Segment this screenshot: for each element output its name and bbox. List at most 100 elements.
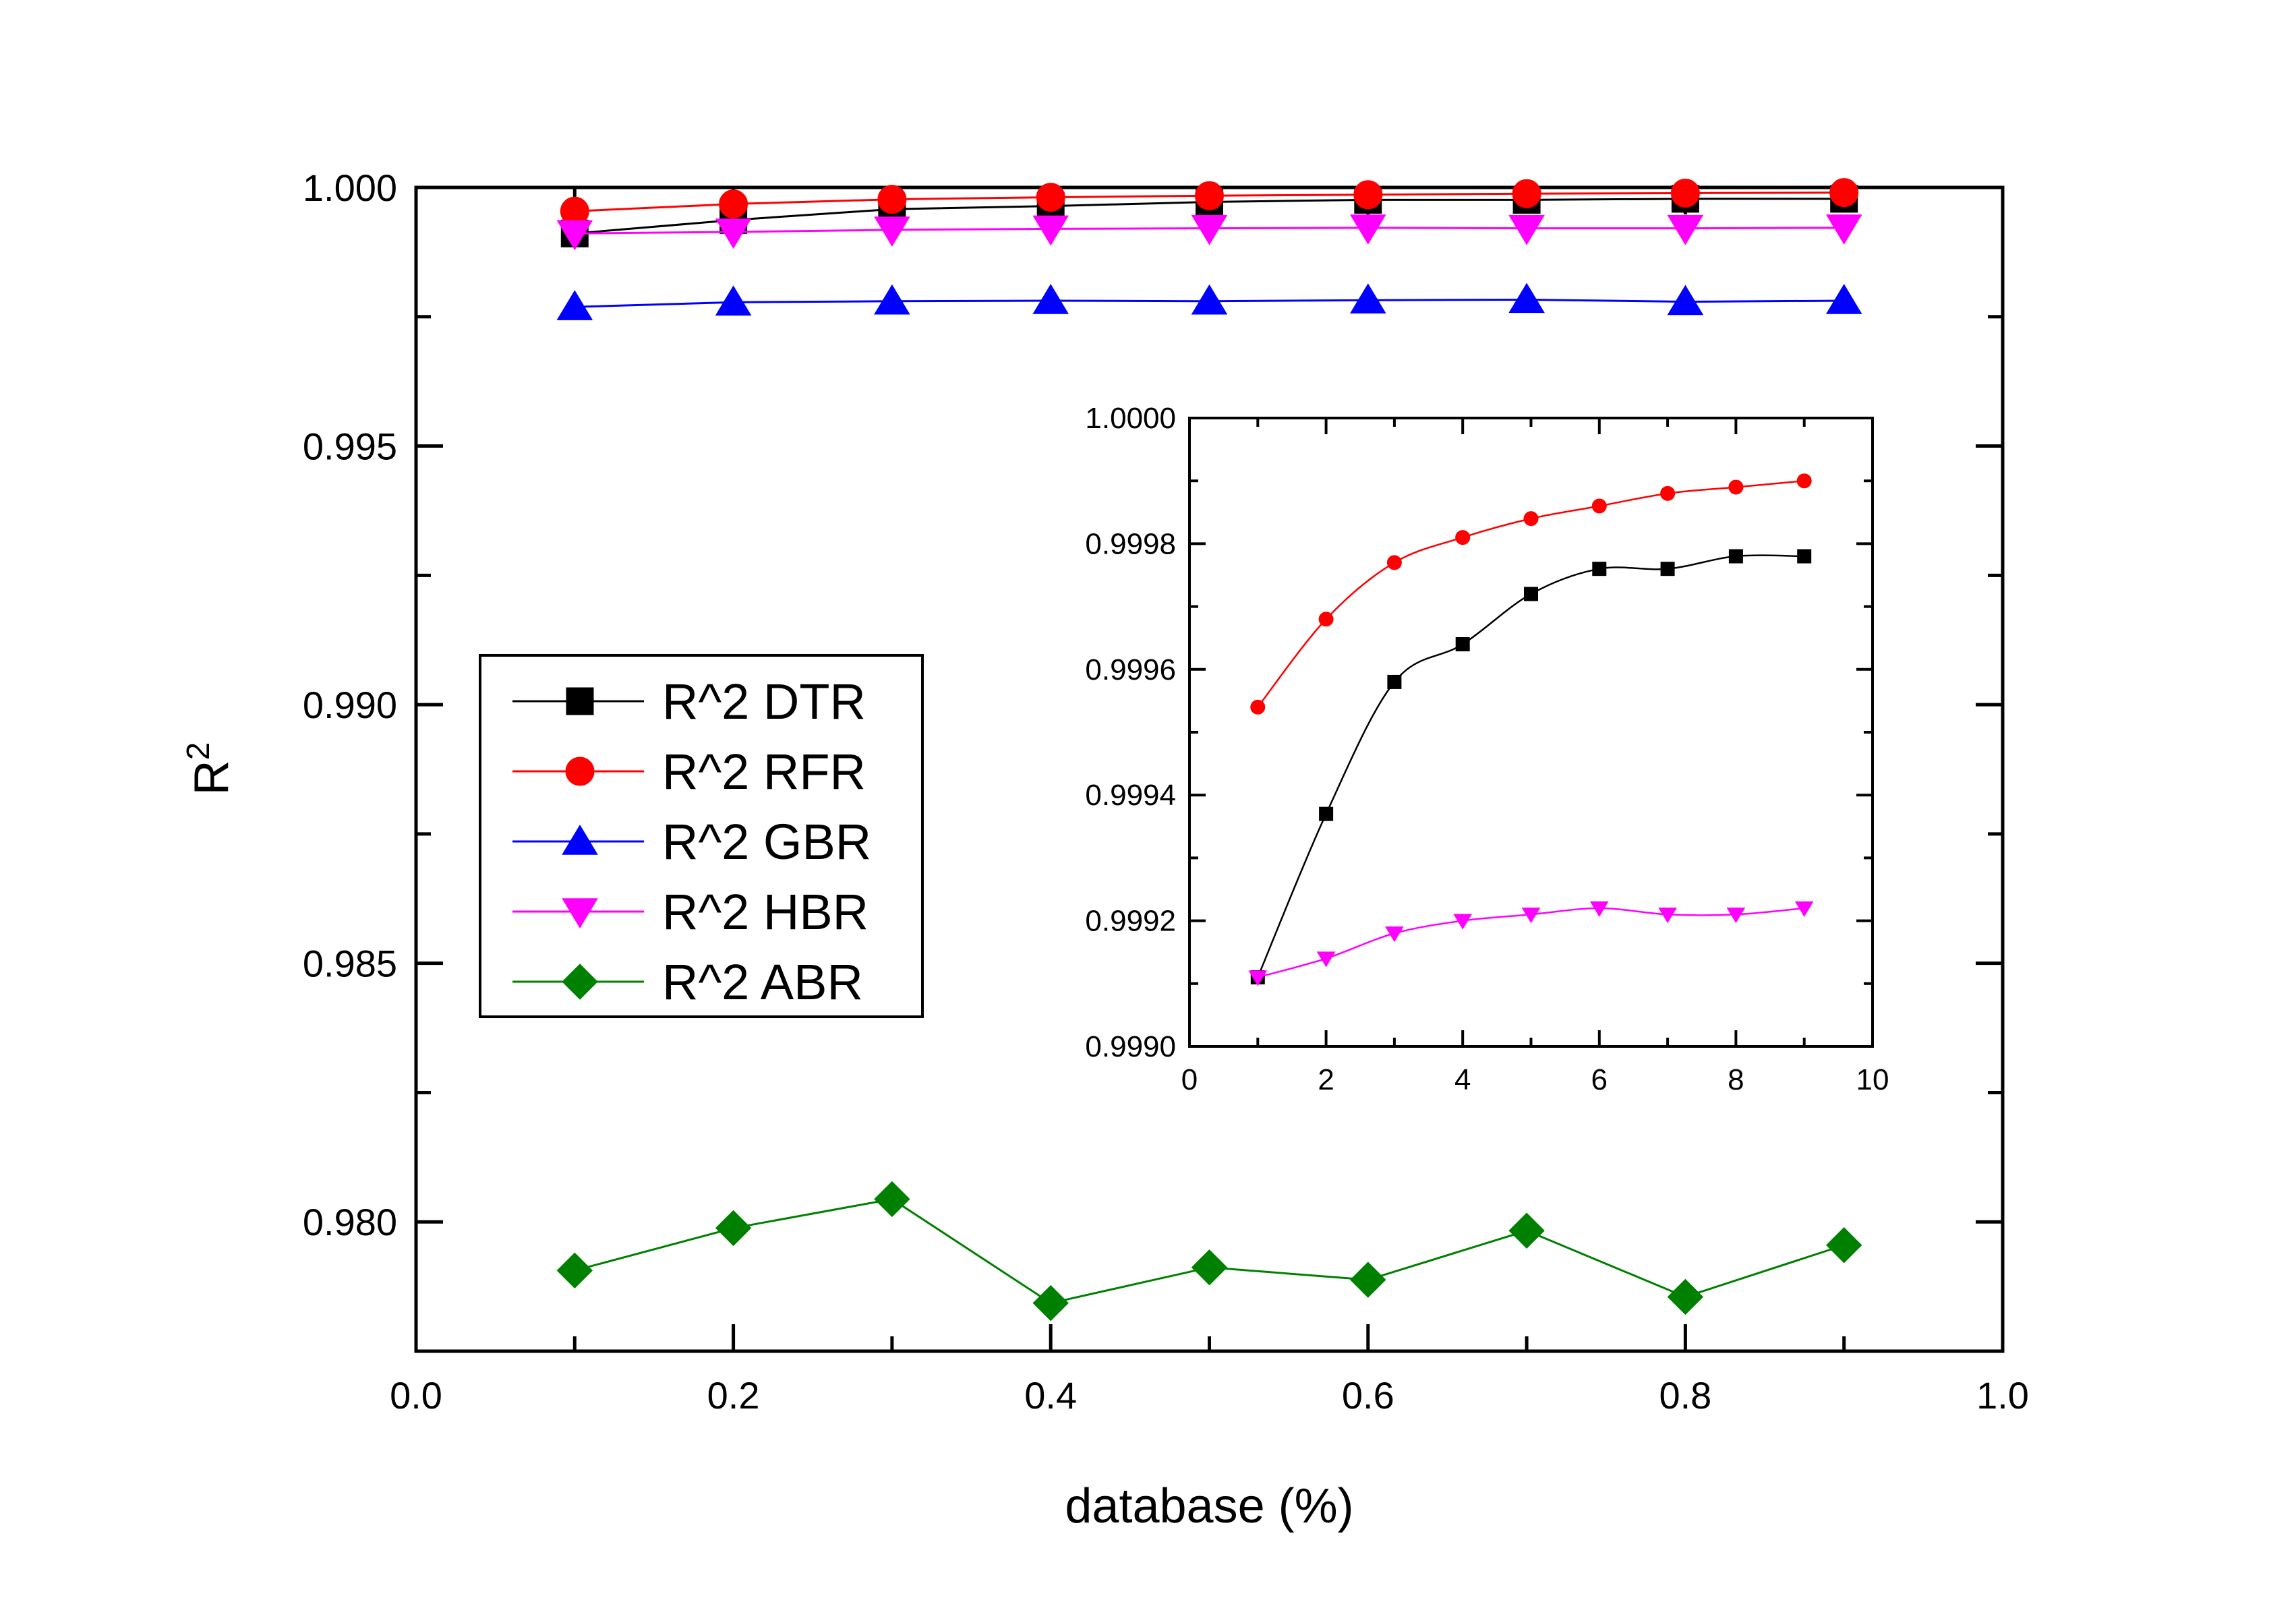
data-point [1508, 283, 1545, 314]
data-point [715, 1210, 752, 1247]
inset-data-point [1589, 901, 1609, 917]
inset-data-point [1453, 914, 1473, 930]
y-axis-label-base: R [185, 760, 239, 795]
inset-x-tick-label: 10 [1856, 1063, 1889, 1096]
data-point [1667, 285, 1704, 316]
data-point [1829, 178, 1859, 208]
data-point [556, 290, 593, 320]
y-tick-label: 0.990 [303, 684, 397, 726]
inset-data-point [1660, 562, 1675, 576]
inset-data-point [1521, 908, 1541, 924]
inset-y-tick-label: 0.9990 [1085, 1030, 1176, 1063]
y-axis-label-superscript: 2 [181, 742, 216, 761]
data-point [1032, 284, 1069, 314]
data-point [1191, 1249, 1228, 1286]
data-point [1191, 214, 1228, 245]
legend-item: R^2 RFR [512, 744, 866, 800]
x-tick-label: 0.6 [1342, 1374, 1394, 1417]
data-point [1667, 1278, 1704, 1315]
x-axis-label: database (%) [1065, 1479, 1353, 1533]
data-point [1825, 284, 1862, 314]
inset-series-rrfr [1250, 473, 1812, 715]
data-point [1508, 1212, 1545, 1249]
legend-label: R^2 GBR [662, 814, 871, 870]
legend-marker [562, 825, 598, 855]
inset-data-point [1455, 637, 1470, 652]
x-tick-label: 0.4 [1024, 1374, 1077, 1417]
series-rgbr [556, 283, 1862, 320]
inset-y-tick-label: 1.0000 [1085, 402, 1176, 435]
data-point [877, 185, 907, 214]
data-point [715, 218, 752, 249]
legend-label: R^2 HBR [662, 884, 869, 940]
legend-item: R^2 GBR [512, 814, 871, 870]
data-point [1353, 180, 1383, 210]
inset-x-tick-label: 4 [1454, 1063, 1471, 1096]
inset-data-point [1658, 908, 1677, 924]
inset-series-rhbr [1248, 901, 1814, 986]
inset-data-point [1728, 549, 1743, 564]
series-rabr [556, 1181, 1862, 1322]
inset-data-point [1386, 555, 1402, 570]
inset-data-point [1455, 530, 1471, 545]
data-point [556, 220, 593, 251]
y-tick-label: 0.980 [303, 1201, 397, 1243]
inset-data-point [1387, 674, 1402, 689]
inset-data-point [1797, 549, 1812, 564]
inset-x-tick-label: 8 [1728, 1063, 1744, 1096]
data-point [1825, 1227, 1862, 1264]
data-point [1032, 215, 1069, 246]
inset-y-tick-label: 0.9994 [1085, 779, 1176, 812]
inset-data-point [1592, 562, 1607, 576]
legend-item: R^2 DTR [512, 674, 866, 730]
main-plot: 0.0 0.2 0.4 0.6 0.8 1.0 0.980 0.985 0.990 0.995 1.… [181, 167, 2029, 1533]
data-point [715, 285, 752, 316]
inset-data-point [1591, 498, 1607, 514]
data-point [1508, 214, 1545, 245]
inset-data-point [1523, 511, 1539, 527]
inset-data-point [1316, 951, 1336, 968]
data-point [1349, 214, 1386, 245]
y-tick-label: 1.000 [303, 167, 397, 209]
data-point [874, 284, 910, 315]
data-point [556, 1252, 593, 1289]
legend-item: R^2 HBR [512, 884, 869, 940]
data-point [1032, 1284, 1069, 1322]
inset-data-point [1660, 485, 1676, 501]
data-point [1670, 178, 1700, 208]
inset-data-point [1319, 806, 1334, 821]
data-point [874, 216, 910, 247]
inset-y-tick-label: 0.9996 [1085, 653, 1176, 686]
inset-y-tick-label: 0.9998 [1085, 527, 1176, 560]
legend: R^2 DTR R^2 RFR R^2 GBR R^2 HBR R^2 ABR [479, 654, 924, 1018]
inset-series-rdtr [1250, 549, 1812, 984]
data-point [1667, 214, 1704, 245]
legend-item: R^2 ABR [512, 954, 863, 1010]
data-point [1349, 283, 1386, 314]
data-point [1195, 181, 1224, 210]
legend-box [479, 654, 924, 1018]
data-point [719, 189, 748, 219]
legend-marker [562, 898, 598, 928]
inset-data-point [1728, 479, 1744, 495]
inset-data-point [1726, 908, 1746, 924]
inset-x-tick-label: 6 [1591, 1063, 1608, 1096]
x-tick-label: 0.2 [707, 1374, 760, 1417]
y-axis-label: R2 [181, 742, 239, 796]
data-point [1825, 214, 1862, 245]
x-tick-label: 1.0 [1976, 1374, 2029, 1417]
data-point [1036, 183, 1065, 212]
legend-marker [565, 756, 595, 786]
data-point [874, 1181, 910, 1218]
inset-x-tick-label: 0 [1181, 1063, 1198, 1096]
legend-label: R^2 DTR [662, 674, 866, 730]
data-point [1191, 284, 1228, 315]
data-point [1350, 1262, 1386, 1298]
inset-plot: 0 2 4 6 8 10 0.9990 0.9992 0.9994 0.9996 0.9998 1.0… [1085, 402, 1889, 1096]
inset-data-point [1794, 901, 1814, 917]
inset-data-point [1524, 587, 1538, 601]
inset-data-point [1250, 699, 1266, 715]
series-rrfr [560, 178, 1859, 226]
